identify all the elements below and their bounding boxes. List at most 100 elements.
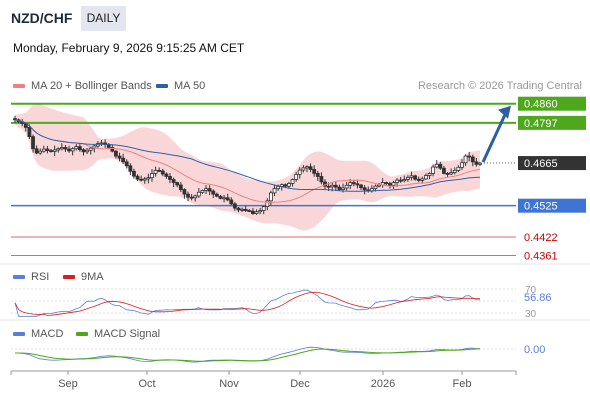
candle-body bbox=[243, 208, 248, 211]
candle-body bbox=[193, 195, 198, 199]
candle-body bbox=[272, 188, 277, 194]
candle-body bbox=[330, 184, 335, 188]
candle-body bbox=[204, 188, 208, 191]
x-axis-tick-label: Nov bbox=[219, 378, 239, 390]
ma20-line bbox=[14, 119, 481, 203]
candle-body bbox=[254, 211, 259, 214]
candle-body bbox=[478, 162, 482, 165]
candle-body bbox=[301, 167, 306, 171]
rsi-ma-swatch-icon bbox=[63, 275, 75, 280]
candle-body bbox=[121, 157, 126, 163]
candle-body bbox=[38, 150, 43, 154]
candle-body bbox=[214, 193, 219, 197]
candle-body bbox=[445, 173, 450, 175]
macd-signal-legend-label: MACD Signal bbox=[94, 328, 161, 340]
level-label-resistance_2: 0.4860 bbox=[524, 99, 558, 111]
forecast-arrow-head-icon bbox=[498, 105, 511, 119]
candle-body bbox=[225, 197, 230, 201]
candle-body bbox=[261, 206, 266, 211]
legend-macd-signal: MACD Signal bbox=[76, 328, 160, 340]
ma20-swatch-icon bbox=[13, 84, 25, 89]
legend-rsi: RSI bbox=[13, 271, 49, 283]
x-axis-tick-label: Feb bbox=[453, 378, 472, 390]
candle-body bbox=[240, 208, 244, 211]
candle-body bbox=[34, 148, 39, 154]
macd-swatch-icon bbox=[13, 332, 25, 337]
candle-body bbox=[269, 192, 273, 202]
level-label-target_2: 0.4361 bbox=[524, 251, 558, 263]
forecast-arrow bbox=[481, 114, 507, 163]
candle-body bbox=[413, 175, 418, 180]
level-label-box-resistance_2 bbox=[518, 96, 586, 111]
candle-body bbox=[427, 173, 432, 176]
candle-body bbox=[247, 210, 252, 212]
candle-body bbox=[114, 150, 118, 157]
candle-body bbox=[211, 190, 216, 195]
candle-body bbox=[168, 176, 172, 180]
candle-body bbox=[348, 182, 353, 186]
candle-body bbox=[463, 155, 468, 164]
candle-body bbox=[384, 182, 389, 184]
rsi-line bbox=[14, 289, 481, 317]
x-axis-tick-label: 2026 bbox=[371, 378, 395, 390]
candle-body bbox=[265, 200, 270, 207]
ma20-legend-label: MA 20 + Bollinger Bands bbox=[31, 80, 152, 92]
candle-body bbox=[77, 146, 82, 151]
level-label-resistance_1: 0.4797 bbox=[524, 118, 558, 130]
candle-body bbox=[150, 173, 154, 179]
candle-body bbox=[287, 183, 291, 187]
candle-body bbox=[31, 136, 35, 150]
currency-pair-title: NZD/CHF bbox=[11, 10, 73, 26]
candle-body bbox=[52, 149, 57, 152]
macd-line bbox=[14, 346, 481, 363]
candle-body bbox=[189, 196, 194, 199]
candle-body bbox=[175, 182, 180, 186]
candle-body bbox=[157, 169, 162, 172]
candle-body bbox=[41, 148, 46, 152]
candle-body bbox=[63, 147, 68, 150]
candle-body bbox=[438, 163, 443, 169]
candle-body bbox=[319, 176, 324, 183]
legend-rsi-ma: 9MA bbox=[63, 271, 104, 283]
candle-body bbox=[294, 173, 299, 180]
candle-body bbox=[351, 182, 356, 185]
candle-body bbox=[258, 210, 263, 213]
candle-body bbox=[232, 203, 237, 209]
x-axis-tick-label: Sep bbox=[58, 378, 78, 390]
macd-legend-label: MACD bbox=[31, 328, 64, 340]
candle-body bbox=[85, 149, 89, 153]
candle-body bbox=[326, 185, 331, 188]
candle-body bbox=[67, 148, 71, 152]
rsi-value-label: 56.86 bbox=[524, 292, 552, 304]
candle-body bbox=[460, 162, 464, 168]
macd-signal-line bbox=[15, 348, 481, 362]
timeframe-badge[interactable]: DAILY bbox=[81, 6, 126, 31]
candle-body bbox=[474, 161, 479, 165]
candle-body bbox=[251, 210, 255, 214]
candle-body bbox=[70, 148, 75, 152]
candle-body bbox=[117, 155, 122, 159]
candle-body bbox=[171, 179, 176, 183]
rsi-ma-line bbox=[14, 291, 480, 316]
candle-body bbox=[409, 175, 414, 178]
level-label-box-current_price bbox=[518, 156, 586, 171]
ma50-legend-label: MA 50 bbox=[174, 80, 206, 92]
candle-body bbox=[420, 178, 425, 181]
candle-body bbox=[196, 191, 201, 197]
candle-body bbox=[305, 166, 309, 169]
candle-body bbox=[467, 155, 472, 158]
candle-body bbox=[81, 149, 86, 153]
candle-body bbox=[182, 189, 187, 195]
candle-body bbox=[153, 169, 158, 174]
level-label-target_1: 0.4422 bbox=[524, 232, 558, 244]
candle-body bbox=[402, 179, 407, 182]
candle-body bbox=[236, 207, 241, 211]
rsi-tick-label: 30 bbox=[525, 309, 537, 320]
candle-body bbox=[132, 170, 136, 177]
rsi-ma-legend-label: 9MA bbox=[81, 271, 104, 283]
candle-body bbox=[308, 166, 313, 170]
candle-body bbox=[391, 182, 396, 186]
candle-body bbox=[207, 188, 212, 192]
legend-ma20: MA 20 + Bollinger Bands bbox=[13, 80, 152, 92]
